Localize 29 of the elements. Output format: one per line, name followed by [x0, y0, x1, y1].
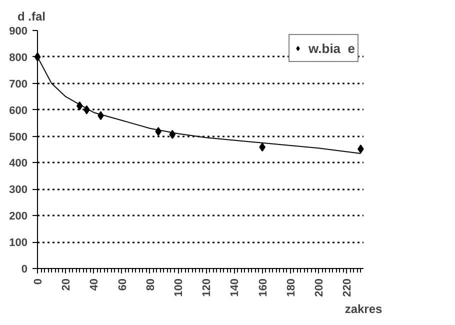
- x-tick-label: 180: [285, 278, 298, 297]
- x-tick-label: 140: [229, 278, 242, 297]
- x-tick-label: 200: [314, 278, 326, 297]
- x-tick-label: 0: [32, 278, 44, 285]
- y-tick-label: 400: [9, 158, 28, 170]
- x-tick-label: 220: [342, 278, 354, 297]
- y-tick-label: 600: [9, 104, 28, 117]
- x-tick-label: 120: [201, 278, 214, 297]
- legend-label: w.bia e: [308, 40, 355, 56]
- x-tick-label: 100: [173, 278, 186, 297]
- y-tick-label: 800: [9, 52, 28, 64]
- x-tick-label: 60: [116, 278, 129, 291]
- y-tick-label: 700: [9, 78, 28, 90]
- x-tick-label: 20: [60, 278, 73, 291]
- point: [155, 127, 162, 136]
- point: [169, 130, 176, 139]
- y-tick-label: 900: [9, 26, 28, 38]
- x-tick-label: 40: [88, 278, 101, 291]
- point: [34, 52, 41, 62]
- point: [76, 101, 83, 110]
- y-tick-label: 300: [9, 184, 28, 196]
- y-tick-label: 100: [9, 237, 28, 250]
- y-tick-label: 500: [9, 131, 28, 144]
- y-tick-label: 200: [9, 210, 28, 223]
- y-axis-title: d .fal: [18, 10, 46, 24]
- x-axis-title: zakres: [344, 302, 383, 316]
- x-tick-label: 160: [257, 278, 270, 297]
- x-tick-label: 80: [144, 278, 157, 291]
- y-tick-label: 0: [21, 264, 28, 276]
